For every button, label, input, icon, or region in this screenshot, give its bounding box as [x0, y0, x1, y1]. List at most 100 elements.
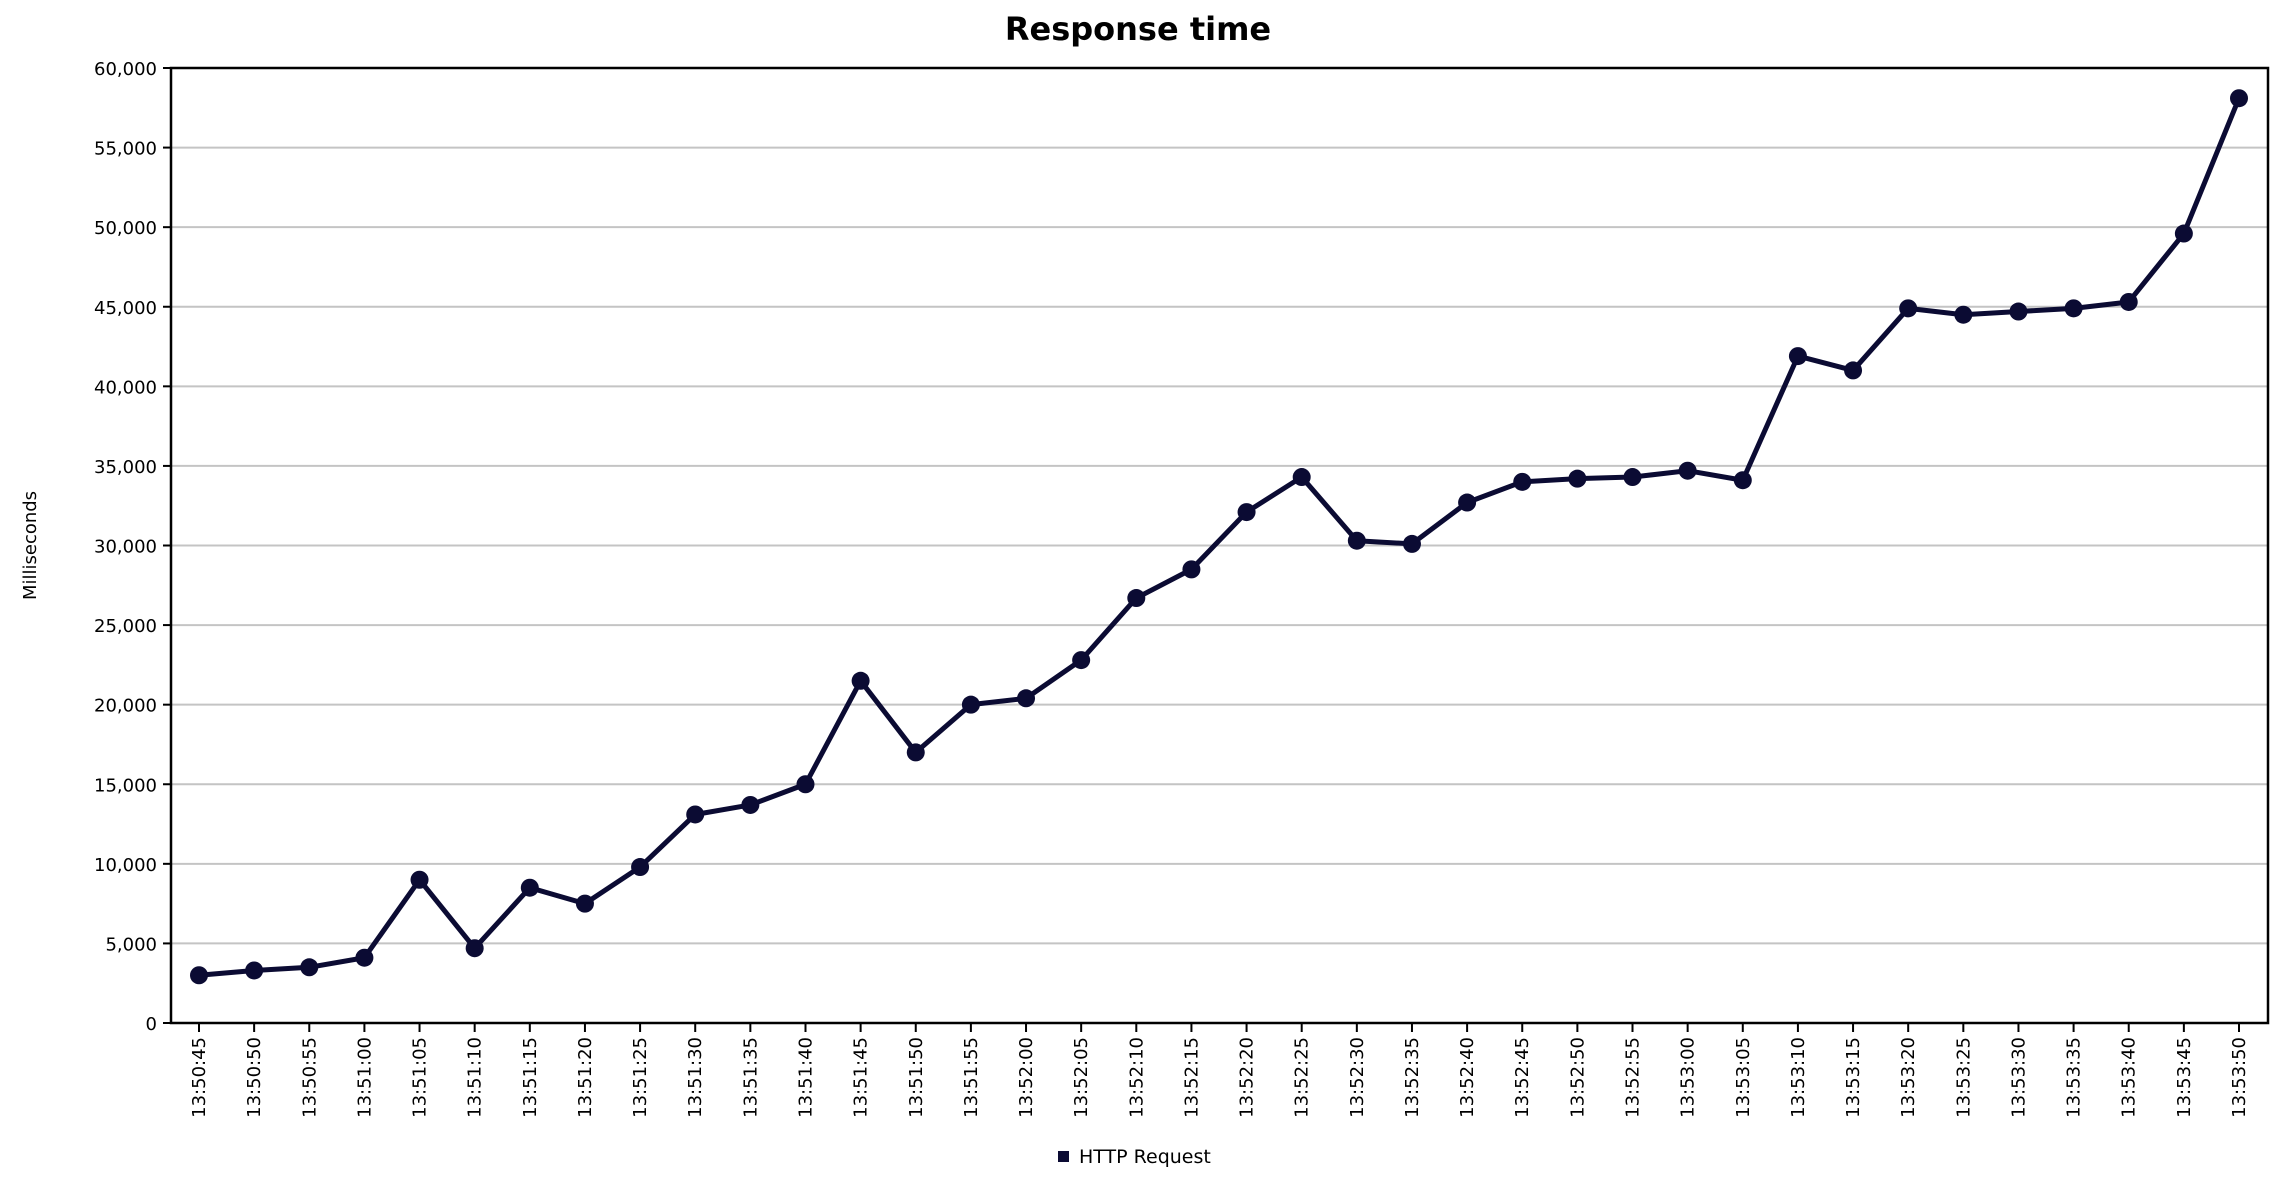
data-point [1402, 534, 1421, 553]
y-tick-label: 5,000 [105, 934, 157, 955]
data-point [1733, 471, 1752, 490]
data-point [1458, 493, 1477, 512]
x-tick-label: 13:53:45 [2174, 1037, 2195, 1118]
data-point [1623, 468, 1642, 487]
x-tick-label: 13:52:05 [1071, 1037, 1092, 1118]
data-point [906, 743, 925, 762]
series-line [196, 95, 2242, 978]
x-tick-label: 13:52:35 [1402, 1037, 1423, 1118]
y-tick-label: 10,000 [94, 855, 157, 876]
x-tick-label: 13:50:50 [244, 1037, 265, 1118]
data-point [1678, 461, 1697, 480]
x-tick-label: 13:52:55 [1623, 1037, 1644, 1118]
x-tick-label: 13:53:30 [2008, 1037, 2029, 1118]
grid-lines [171, 146, 2268, 945]
y-tick-label: 35,000 [94, 457, 157, 478]
data-point [245, 961, 264, 980]
y-tick-label: 55,000 [94, 139, 157, 160]
data-point [686, 805, 705, 824]
x-tick-label: 13:52:00 [1016, 1037, 1037, 1118]
x-tick-label: 13:52:15 [1181, 1037, 1202, 1118]
x-tick-label: 13:52:30 [1347, 1037, 1368, 1118]
data-point [2009, 302, 2028, 321]
x-tick-label: 13:51:35 [740, 1037, 761, 1118]
x-tick-label: 13:51:15 [520, 1037, 541, 1118]
x-tick-label: 13:52:40 [1457, 1037, 1478, 1118]
x-tick-label: 13:53:05 [1733, 1037, 1754, 1118]
chart-title: Response time [1005, 10, 1271, 48]
x-tick-label: 13:50:45 [189, 1037, 210, 1118]
data-point [300, 958, 319, 977]
data-point [1513, 472, 1532, 491]
series-layer [190, 89, 2248, 985]
data-point [1954, 305, 1973, 324]
x-tick-label: 13:51:25 [630, 1037, 651, 1118]
data-point [1844, 361, 1863, 380]
x-tick-label: 13:52:10 [1126, 1037, 1147, 1118]
y-tick-label: 25,000 [94, 616, 157, 637]
data-point [631, 858, 650, 877]
x-tick-label: 13:51:40 [795, 1037, 816, 1118]
x-tick-label: 13:53:25 [1953, 1037, 1974, 1118]
y-axis-label: Milliseconds [20, 491, 41, 600]
x-tick-label: 13:52:45 [1512, 1037, 1533, 1118]
x-tick-label: 13:51:55 [961, 1037, 982, 1118]
data-point [1127, 589, 1146, 608]
x-tick-label: 13:53:10 [1788, 1037, 1809, 1118]
data-point [2174, 224, 2193, 243]
y-tick-label: 45,000 [94, 298, 157, 319]
data-point [1072, 651, 1091, 670]
x-tick-label: 13:53:35 [2064, 1037, 2085, 1118]
legend-swatch [1058, 1151, 1069, 1162]
data-point [1568, 469, 1587, 488]
x-tick-label: 13:52:25 [1292, 1037, 1313, 1118]
data-point [796, 775, 815, 794]
x-tick-label: 13:50:55 [299, 1037, 320, 1118]
y-tick-label: 40,000 [94, 377, 157, 398]
y-axis-ticks: 0 5,000 10,000 15,000 20,000 25,000 30,000 35,0… [94, 59, 171, 1035]
data-point [741, 795, 760, 814]
x-tick-label: 13:51:10 [465, 1037, 486, 1118]
data-point [1182, 560, 1201, 579]
x-tick-label: 13:51:30 [685, 1037, 706, 1118]
x-tick-label: 13:52:50 [1567, 1037, 1588, 1118]
data-point [2119, 292, 2138, 311]
y-tick-label: 0 [146, 1014, 157, 1035]
data-point [190, 966, 208, 985]
data-point [1347, 531, 1366, 550]
x-axis-ticks: 13:50:45 13:50:50 13:50:55 13:51:00 13:51:05… [189, 1023, 2250, 1118]
x-tick-label: 13:53:15 [1843, 1037, 1864, 1118]
x-tick-label: 13:51:00 [354, 1037, 375, 1118]
data-point [2230, 89, 2248, 108]
data-point [961, 695, 980, 714]
y-tick-label: 60,000 [94, 59, 157, 80]
data-point [851, 671, 870, 690]
y-tick-label: 20,000 [94, 696, 157, 717]
plot-frame [169, 66, 2270, 1025]
data-point [410, 870, 429, 889]
data-point [355, 948, 374, 967]
x-tick-label: 13:51:20 [575, 1037, 596, 1118]
legend-label: HTTP Request [1079, 1146, 1211, 1168]
data-point [1292, 468, 1311, 487]
x-tick-label: 13:51:45 [851, 1037, 872, 1118]
x-tick-label: 13:53:20 [1898, 1037, 1919, 1118]
x-tick-label: 13:53:50 [2229, 1037, 2250, 1118]
y-tick-label: 15,000 [94, 775, 157, 796]
data-point [1017, 689, 1036, 708]
data-point [1788, 347, 1807, 366]
data-point [575, 894, 594, 913]
y-tick-label: 30,000 [94, 537, 157, 558]
x-tick-label: 13:53:40 [2119, 1037, 2140, 1118]
data-point [465, 939, 484, 958]
x-tick-label: 13:51:05 [410, 1037, 431, 1118]
x-tick-label: 13:52:20 [1237, 1037, 1258, 1118]
data-point [520, 878, 539, 897]
x-tick-label: 13:53:00 [1678, 1037, 1699, 1118]
y-tick-label: 50,000 [94, 218, 157, 239]
data-point [1899, 299, 1918, 318]
data-point [2064, 299, 2083, 318]
data-point [1237, 503, 1256, 522]
